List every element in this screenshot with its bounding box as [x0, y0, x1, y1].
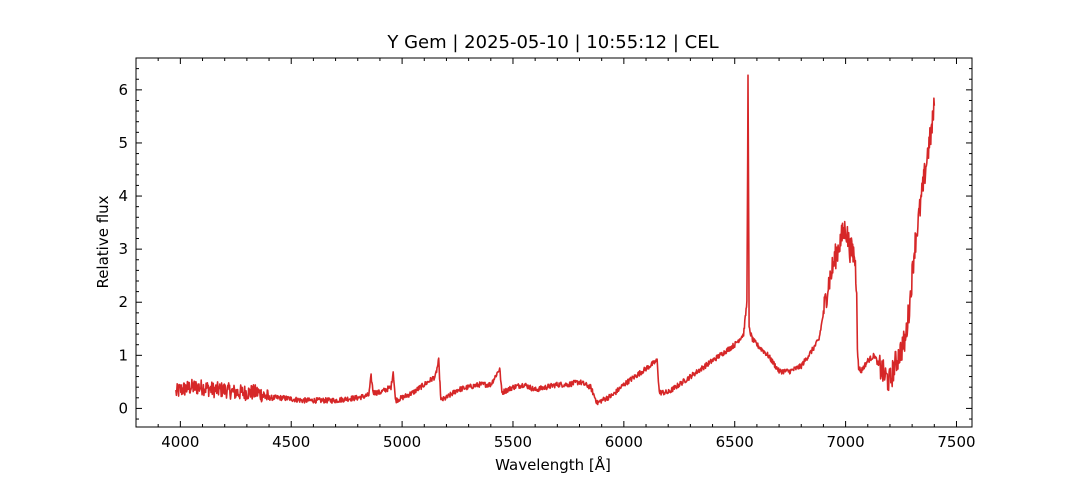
chart-title: Y Gem | 2025-05-10 | 10:55:12 | CEL — [386, 32, 718, 53]
y-tick-label: 2 — [118, 293, 128, 311]
y-axis-label: Relative flux — [94, 195, 112, 288]
x-tick-label: 4000 — [161, 433, 199, 451]
x-tick-label: 7500 — [937, 433, 975, 451]
y-tick-label: 5 — [118, 134, 128, 152]
y-tick-label: 3 — [118, 240, 128, 258]
y-tick-label: 4 — [118, 187, 128, 205]
x-tick-label: 7000 — [827, 433, 865, 451]
y-tick-label: 0 — [118, 399, 128, 417]
series-group — [175, 74, 936, 406]
y-tick-label: 6 — [118, 81, 128, 99]
y-tick-label: 1 — [118, 346, 128, 364]
x-tick-label: 4500 — [272, 433, 310, 451]
x-tick-label: 6500 — [716, 433, 754, 451]
x-tick-label: 6000 — [605, 433, 643, 451]
spectrum-line — [175, 74, 936, 406]
x-axis-label: Wavelength [Å] — [495, 455, 611, 474]
plot-frame — [135, 57, 973, 428]
axis-ticks: 4000 4500 5000 5500 6000 6500 7000 7500 0 1 2 3 4 5 6 — [118, 58, 976, 451]
x-tick-label: 5500 — [494, 433, 532, 451]
x-tick-label: 5000 — [383, 433, 421, 451]
